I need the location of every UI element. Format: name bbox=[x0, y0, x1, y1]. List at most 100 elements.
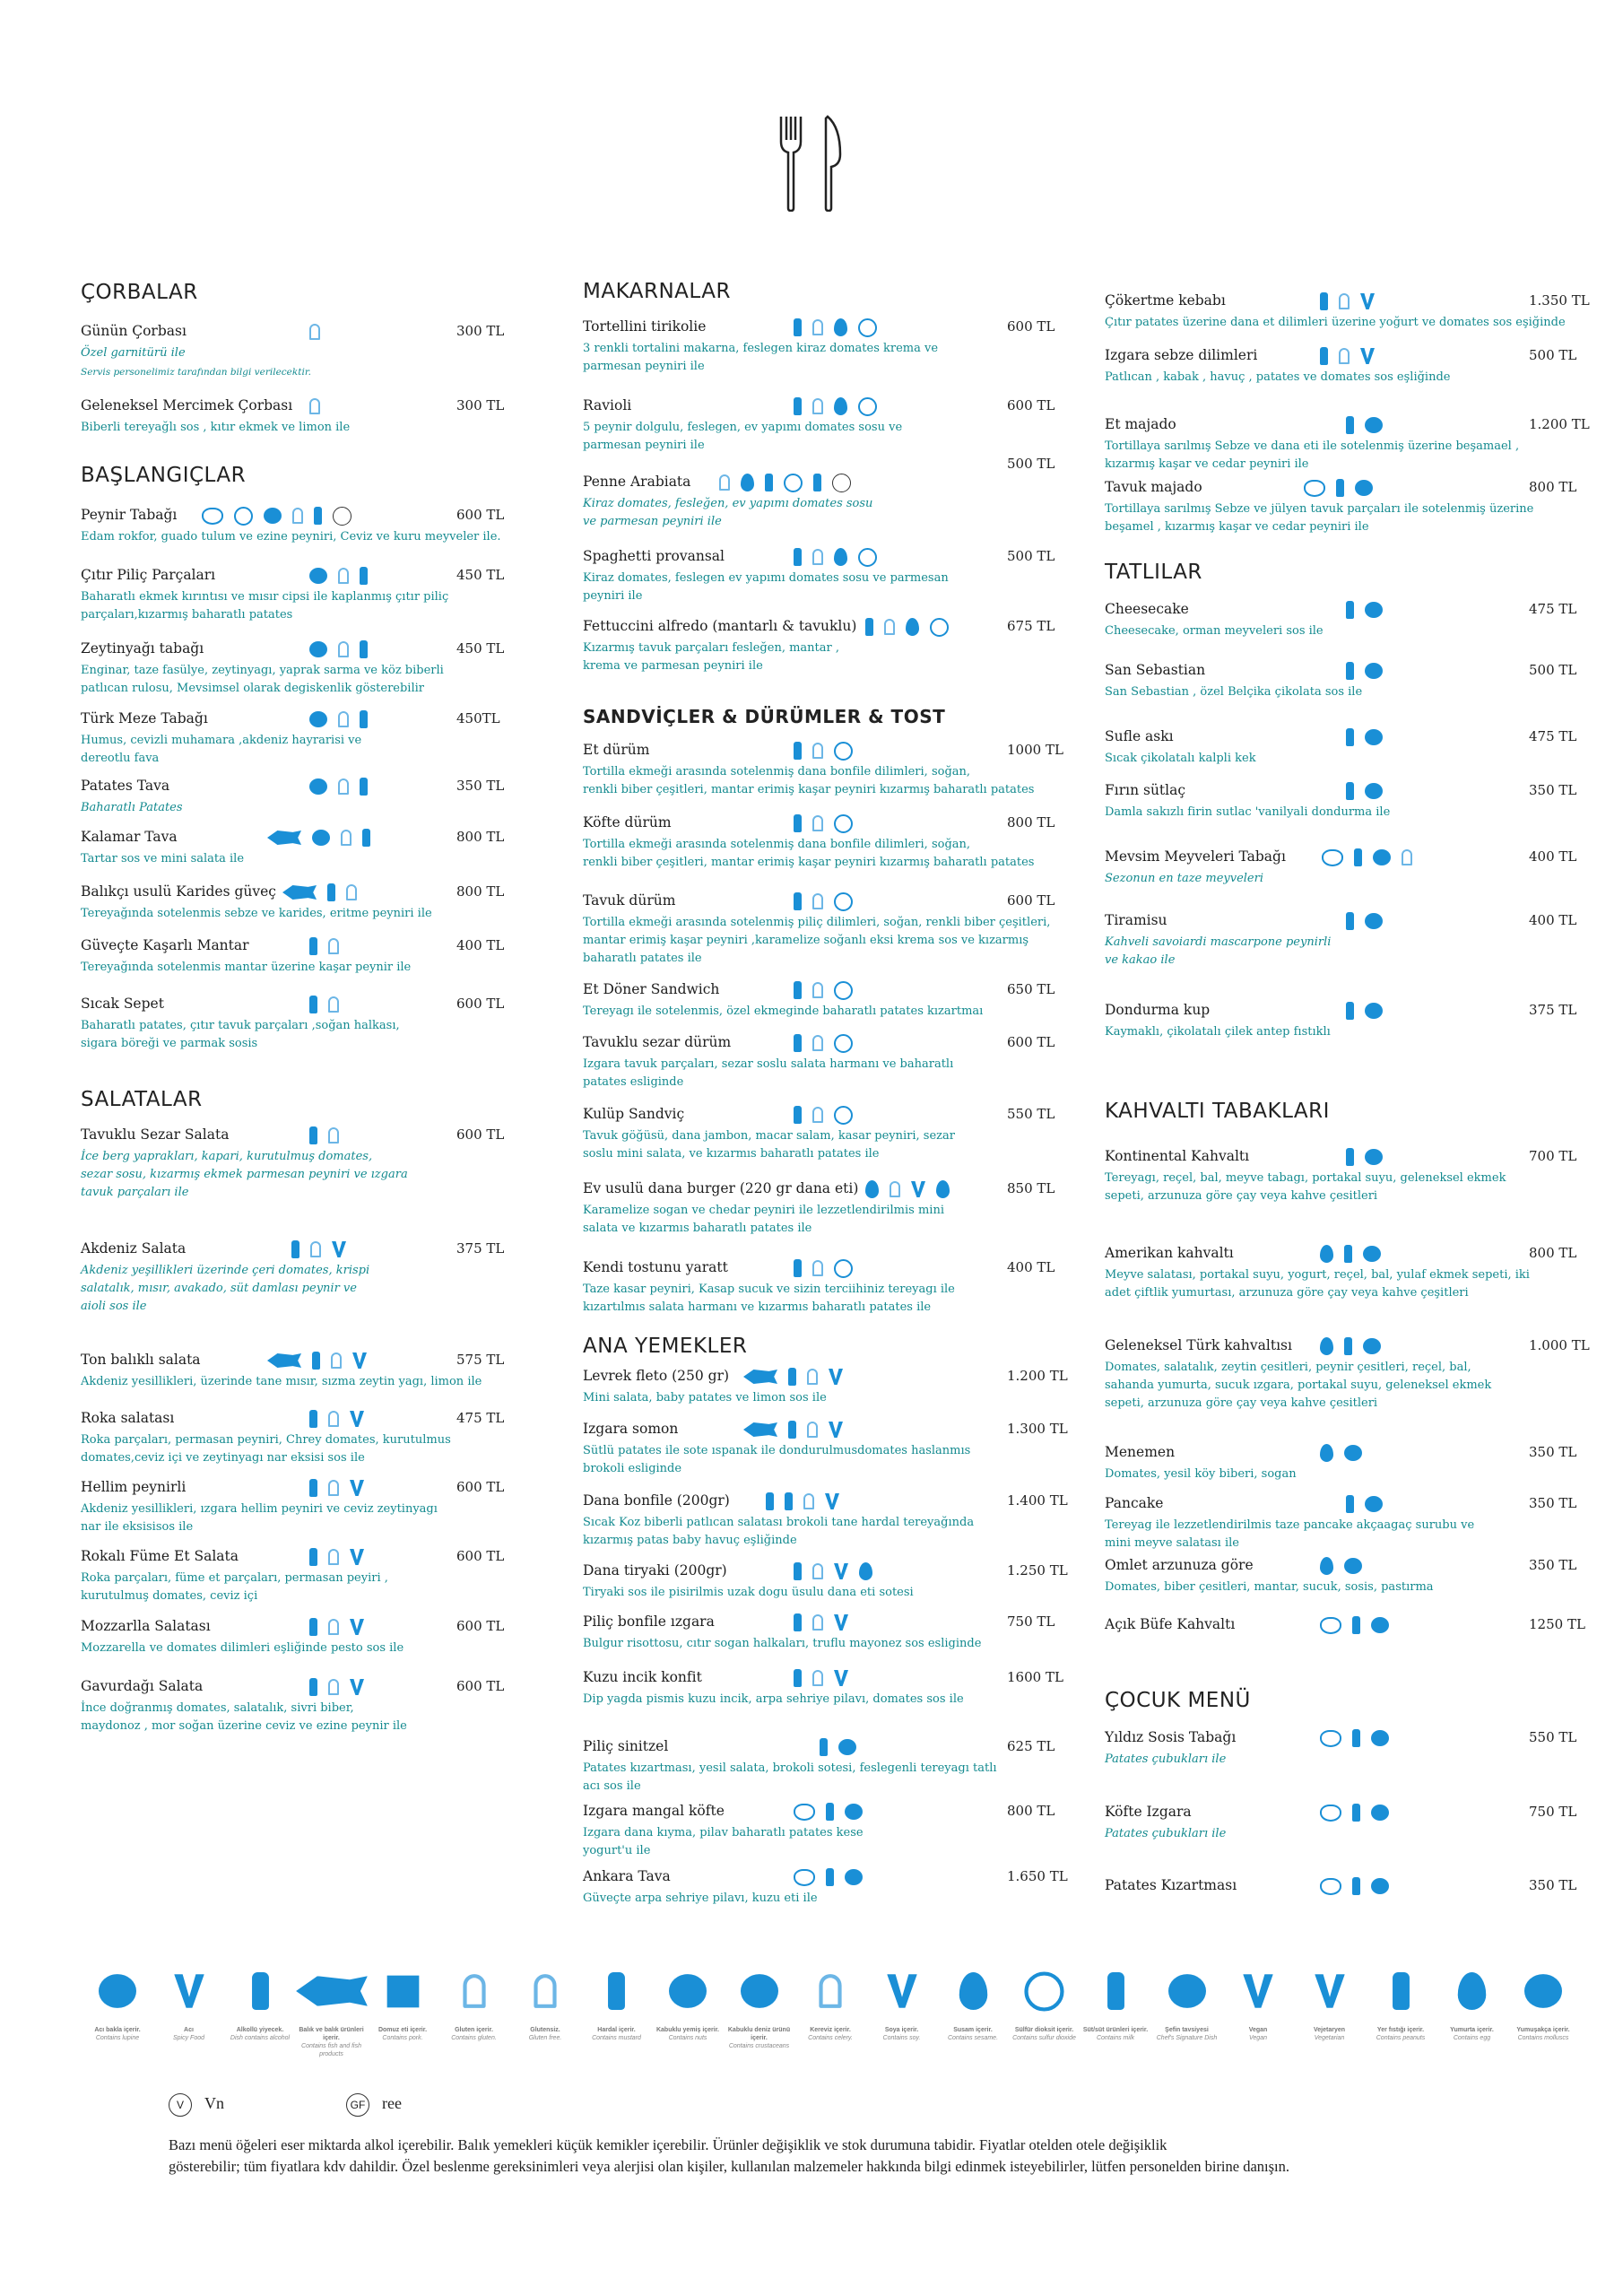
allergen-icon bbox=[332, 1241, 346, 1257]
legend-icon-box bbox=[653, 1969, 723, 2013]
menu-item: Izgara sebze dilimleri 500 TL Patlıcan , k… bbox=[1105, 344, 1616, 387]
item-name: Tiramisu bbox=[1105, 912, 1167, 928]
allergen-icon bbox=[1352, 1877, 1360, 1895]
allergen-icon bbox=[309, 641, 327, 657]
item-description: Izgara dana kıyma, pilav baharatlı patat… bbox=[583, 1826, 864, 1857]
item-name: Ton balıklı salata bbox=[81, 1352, 201, 1368]
allergen-icon bbox=[328, 1549, 339, 1565]
legend-icon bbox=[1107, 1972, 1124, 2010]
allergen-icon bbox=[788, 1368, 796, 1386]
allergen-icon bbox=[1352, 1616, 1360, 1634]
item-price: 600 TL bbox=[1007, 397, 1055, 413]
allergen-icons bbox=[309, 1478, 375, 1498]
allergen-icon bbox=[845, 1869, 863, 1885]
legend-item: Domuz eti içerir. Contains pork. bbox=[368, 1969, 438, 2042]
allergen-icon bbox=[1371, 1878, 1389, 1894]
item-price: 800 TL bbox=[1007, 1803, 1055, 1819]
item-description: Biberli tereyağlı sos , kıtır ekmek ve l… bbox=[81, 421, 351, 434]
legend-icon-box bbox=[1508, 1969, 1578, 2013]
legend-label-en: Contains crustaceans bbox=[728, 2043, 790, 2049]
item-description: Akdeniz yeşillikleri üzerinde çeri domat… bbox=[81, 1264, 370, 1313]
allergen-icons bbox=[743, 1420, 854, 1439]
item-name: Menemen bbox=[1105, 1444, 1176, 1460]
legend-label-en: Contains nuts bbox=[668, 2035, 707, 2041]
menu-item: Menemen 350 TL Domates, yesil köy biberi, … bbox=[1105, 1440, 1616, 1483]
section-title: MAKARNALAR bbox=[583, 280, 731, 303]
allergen-icon bbox=[865, 1180, 879, 1198]
item-price: 1.400 TL bbox=[1007, 1492, 1068, 1509]
allergen-icon bbox=[350, 1619, 364, 1635]
legend-label-en: Contains pork. bbox=[382, 2035, 423, 2041]
legend-label-en: Chef's Signature Dish bbox=[1156, 2035, 1218, 2041]
legend-label-tr: Soya içerir. bbox=[884, 2027, 919, 2033]
legend-label-en: Contains mustard bbox=[592, 2035, 641, 2041]
item-name: Kontinental Kahvaltı bbox=[1105, 1148, 1250, 1164]
legend-icon bbox=[1167, 1974, 1206, 2008]
legend-icon-box bbox=[439, 1969, 509, 2013]
allergen-icons bbox=[1320, 1615, 1400, 1635]
legend-label-en: Dish contains alcohol bbox=[230, 2035, 291, 2041]
allergen-icon bbox=[360, 567, 368, 585]
legend-item: Vejetaryen Vegetarian bbox=[1295, 1969, 1365, 2042]
item-price: 550 TL bbox=[1529, 1729, 1577, 1745]
item-price: 600 TL bbox=[456, 996, 505, 1012]
allergen-icon bbox=[794, 892, 802, 910]
menu-item: Türk Meze Tabağı 450TL Humus, cevizli muha… bbox=[81, 707, 502, 768]
legend-icon bbox=[886, 1974, 917, 2008]
item-name: Piliç bonfile ızgara bbox=[583, 1613, 715, 1630]
item-price: 500 TL bbox=[1007, 548, 1055, 564]
item-name: Et dürüm bbox=[583, 742, 650, 758]
item-description: Tereyagı, reçel, bal, meyve tabagı, port… bbox=[1105, 1171, 1506, 1203]
legend-label-tr: Yumurta içerir. bbox=[1450, 2027, 1494, 2033]
allergen-icon bbox=[834, 1258, 853, 1278]
allergen-icon bbox=[906, 618, 919, 636]
allergen-icons bbox=[794, 1258, 864, 1278]
allergen-icon bbox=[813, 474, 821, 491]
allergen-icons bbox=[1320, 1556, 1373, 1576]
allergen-icons bbox=[1320, 1244, 1392, 1264]
item-name: Balıkçı usulü Karides güveç bbox=[81, 883, 276, 900]
item-price: 800 TL bbox=[1529, 1245, 1577, 1261]
item-description: Roka parçaları, permasan peyniri, Chrey … bbox=[81, 1433, 451, 1465]
legend-item: Süt/süt ürünleri içerir. Contains milk bbox=[1081, 1969, 1150, 2042]
allergen-icon bbox=[1346, 662, 1354, 680]
allergen-icons bbox=[202, 506, 362, 526]
item-description: Güveçte arpa sehriye pilavı, kuzu eti il… bbox=[583, 1892, 818, 1905]
allergen-icons bbox=[309, 709, 378, 729]
menu-item: San Sebastian 500 TL San Sebastian , özel … bbox=[1105, 658, 1616, 701]
allergen-icon bbox=[1346, 728, 1354, 746]
allergen-icon bbox=[1346, 1495, 1354, 1513]
item-description: Karamelize sogan ve chedar peyniri ile l… bbox=[583, 1204, 944, 1235]
allergen-icons bbox=[309, 1409, 375, 1429]
legend-icon-box bbox=[82, 1969, 152, 2013]
allergen-icon bbox=[350, 1549, 364, 1565]
allergen-icons bbox=[1304, 478, 1384, 498]
item-price: 350 TL bbox=[456, 778, 505, 794]
legend-label-tr: Hardal içerir. bbox=[597, 2027, 636, 2033]
allergen-icon bbox=[794, 1259, 802, 1277]
item-price: 600 TL bbox=[1007, 892, 1055, 909]
legend-label-tr: Acı bakla içerir. bbox=[94, 2027, 141, 2033]
allergen-icons bbox=[719, 473, 862, 492]
allergen-icon bbox=[784, 473, 803, 492]
item-description: Tartar sos ve mini salata ile bbox=[81, 852, 245, 865]
allergen-icons bbox=[794, 813, 864, 833]
allergen-icon bbox=[328, 1679, 339, 1695]
item-price: 475 TL bbox=[456, 1410, 505, 1426]
legend-icon-box bbox=[1152, 1969, 1222, 2013]
legend-icon-box bbox=[154, 1969, 224, 2013]
legend-icon bbox=[1524, 1974, 1562, 2008]
section-title: SANDVİÇLER & DÜRÜMLER & TOST bbox=[583, 706, 946, 727]
menu-item: Levrek fleto (250 gr) 1.200 TL Mini salata… bbox=[583, 1364, 1103, 1407]
item-description: 3 renkli tortalini makarna, feslegen kir… bbox=[583, 342, 939, 373]
item-description: Dip yagda pismis kuzu incik, arpa sehriy… bbox=[583, 1692, 964, 1706]
legend-label-tr: Balık ve balık ürünleri içerir. bbox=[299, 2027, 364, 2041]
legend-item: Acı Spicy Food bbox=[154, 1969, 224, 2042]
allergen-icons bbox=[1346, 1494, 1393, 1514]
allergen-icon bbox=[812, 1670, 823, 1686]
allergen-icons bbox=[309, 566, 378, 586]
allergen-icon bbox=[1344, 1558, 1362, 1574]
allergen-icon bbox=[282, 885, 317, 900]
legend-icon bbox=[462, 1974, 486, 2008]
item-price: 450 TL bbox=[456, 567, 505, 583]
